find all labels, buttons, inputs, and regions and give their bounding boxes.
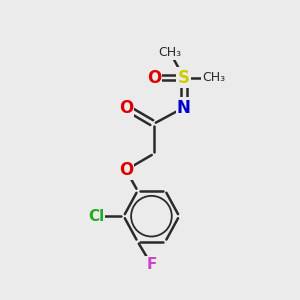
Text: O: O xyxy=(147,69,161,87)
Text: N: N xyxy=(177,99,191,117)
Text: O: O xyxy=(119,99,133,117)
Text: O: O xyxy=(119,161,133,179)
Text: S: S xyxy=(178,69,190,87)
Text: CH₃: CH₃ xyxy=(158,46,182,59)
Text: F: F xyxy=(146,257,157,272)
Text: CH₃: CH₃ xyxy=(202,71,225,84)
Text: Cl: Cl xyxy=(88,209,104,224)
